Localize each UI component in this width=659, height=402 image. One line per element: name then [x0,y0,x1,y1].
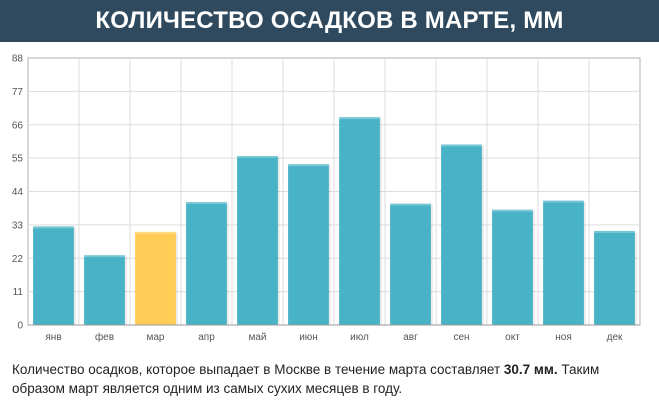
y-tick-label: 0 [17,321,23,332]
title-bar: КОЛИЧЕСТВО ОСАДКОВ В МАРТЕ, ММ [0,0,659,42]
x-tick-label: дек [607,332,623,343]
x-tick-label: май [248,332,266,343]
y-tick-label: 77 [12,87,24,98]
bar-top-shine [390,203,431,206]
x-tick-label: окт [505,332,520,343]
bar-top-shine [33,226,74,229]
bar-top-shine [492,209,533,212]
x-tick-label: апр [198,332,215,343]
precipitation-chart: 0 11 22 33 44 55 66 77 88 янв фев мар апр май июн июл ав… [0,42,659,352]
bar-top-shine [288,164,329,167]
bar-top-shine [135,231,176,234]
y-tick-label: 44 [12,187,24,198]
caption: Количество осадков, которое выпадает в М… [12,360,652,398]
x-tick-label: мар [147,332,165,343]
bar-янв [33,226,74,325]
bar-top-shine [84,255,125,258]
bar-top-shine [543,200,584,203]
y-tick-label: 55 [12,154,24,165]
y-tick-label: 66 [12,120,24,131]
bar-июл [339,117,380,326]
bar-окт [492,209,533,325]
bar-авг [390,203,431,325]
bar-мар [135,231,176,325]
y-tick-label: 33 [12,220,24,231]
x-tick-label: авг [403,332,418,343]
bar-сен [441,144,482,325]
x-tick-label: янв [45,332,61,343]
x-tick-label: сен [453,332,469,343]
y-tick-label: 22 [12,254,24,265]
bar-top-shine [237,156,278,159]
y-tick-label: 88 [12,54,24,65]
y-tick-label: 11 [13,287,24,298]
x-tick-label: ноя [555,332,572,343]
caption-text-1: Количество осадков, которое выпадает в М… [12,362,504,377]
caption-value: 30.7 мм. [503,362,558,377]
bar-июн [288,164,329,325]
bar-top-shine [441,144,482,147]
bar-дек [594,230,635,325]
bar-top-shine [339,117,380,120]
bar-ноя [543,200,584,325]
bar-апр [186,202,227,325]
bar-фев [84,255,125,325]
x-tick-label: фев [95,331,114,343]
x-tick-label: июн [299,332,318,343]
bar-май [237,156,278,325]
caption-text-2: Таким образом март является одним из сам… [12,362,600,396]
chart-svg: 0 11 22 33 44 55 66 77 88 янв фев мар апр май июн июл ав… [12,54,641,343]
page-title: КОЛИЧЕСТВО ОСАДКОВ В МАРТЕ, ММ [95,7,564,34]
bar-top-shine [594,230,635,233]
x-tick-label: июл [350,332,369,343]
bar-top-shine [186,202,227,205]
